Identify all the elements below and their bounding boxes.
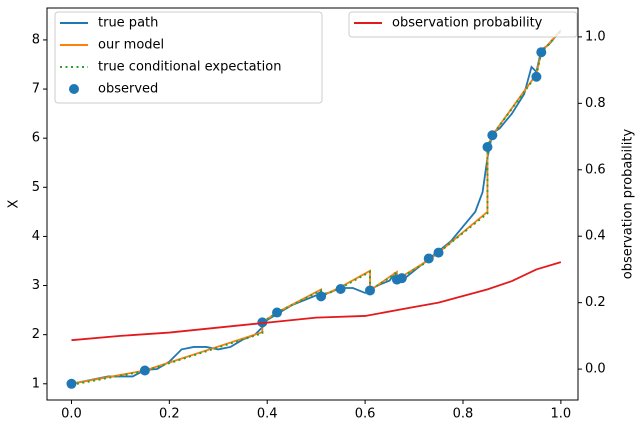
y2-tick-label: 0.6 — [585, 162, 606, 177]
x-tick-label: 0.8 — [453, 407, 474, 422]
legend-label: observed — [98, 82, 158, 97]
observed-point — [482, 142, 493, 153]
legend-box — [348, 11, 578, 38]
observed-point — [531, 71, 542, 82]
observed-point — [487, 130, 498, 141]
observed-point — [433, 247, 444, 258]
x-tick-label: 0.2 — [159, 407, 180, 422]
y-tick-label: 8 — [32, 32, 40, 47]
observed-point — [139, 365, 150, 376]
y2-axis-label: observation probability — [621, 129, 636, 280]
y-tick-label: 7 — [32, 82, 40, 97]
y2-tick-label: 0.2 — [585, 295, 606, 310]
y-tick-label: 6 — [32, 131, 40, 146]
legend-label: observation probability — [392, 16, 543, 31]
y2-tick-label: 0.4 — [585, 229, 606, 244]
x-tick-label: 0.0 — [61, 407, 82, 422]
legend-label: true path — [98, 16, 158, 31]
y2-tick-label: 0.8 — [585, 96, 606, 111]
observed-point — [365, 285, 376, 296]
y-tick-label: 3 — [32, 278, 40, 293]
y-tick-label: 2 — [32, 327, 40, 342]
x-tick-label: 1.0 — [551, 407, 572, 422]
observed-point — [536, 47, 547, 58]
y-tick-label: 4 — [32, 229, 40, 244]
series-line — [71, 261, 562, 342]
plot-frame — [46, 7, 579, 401]
x-tick-label: 0.6 — [355, 407, 376, 422]
observed-point — [396, 273, 407, 284]
legend-label: true conditional expectation — [98, 60, 281, 75]
observed-point — [316, 291, 327, 302]
y-tick-label: 1 — [32, 376, 40, 391]
y-tick-label: 5 — [32, 180, 40, 195]
observed-point — [423, 253, 434, 264]
y-axis-label: X — [7, 199, 22, 208]
legend-label: our model — [98, 38, 164, 53]
y2-tick-label: 1.0 — [585, 29, 606, 44]
x-tick-label: 0.4 — [257, 407, 278, 422]
observed-point — [272, 307, 283, 318]
legend-box — [54, 11, 323, 104]
observed-point — [66, 378, 77, 389]
legend-marker — [69, 84, 79, 94]
observed-point — [335, 283, 346, 294]
y2-tick-label: 0.0 — [585, 362, 606, 377]
